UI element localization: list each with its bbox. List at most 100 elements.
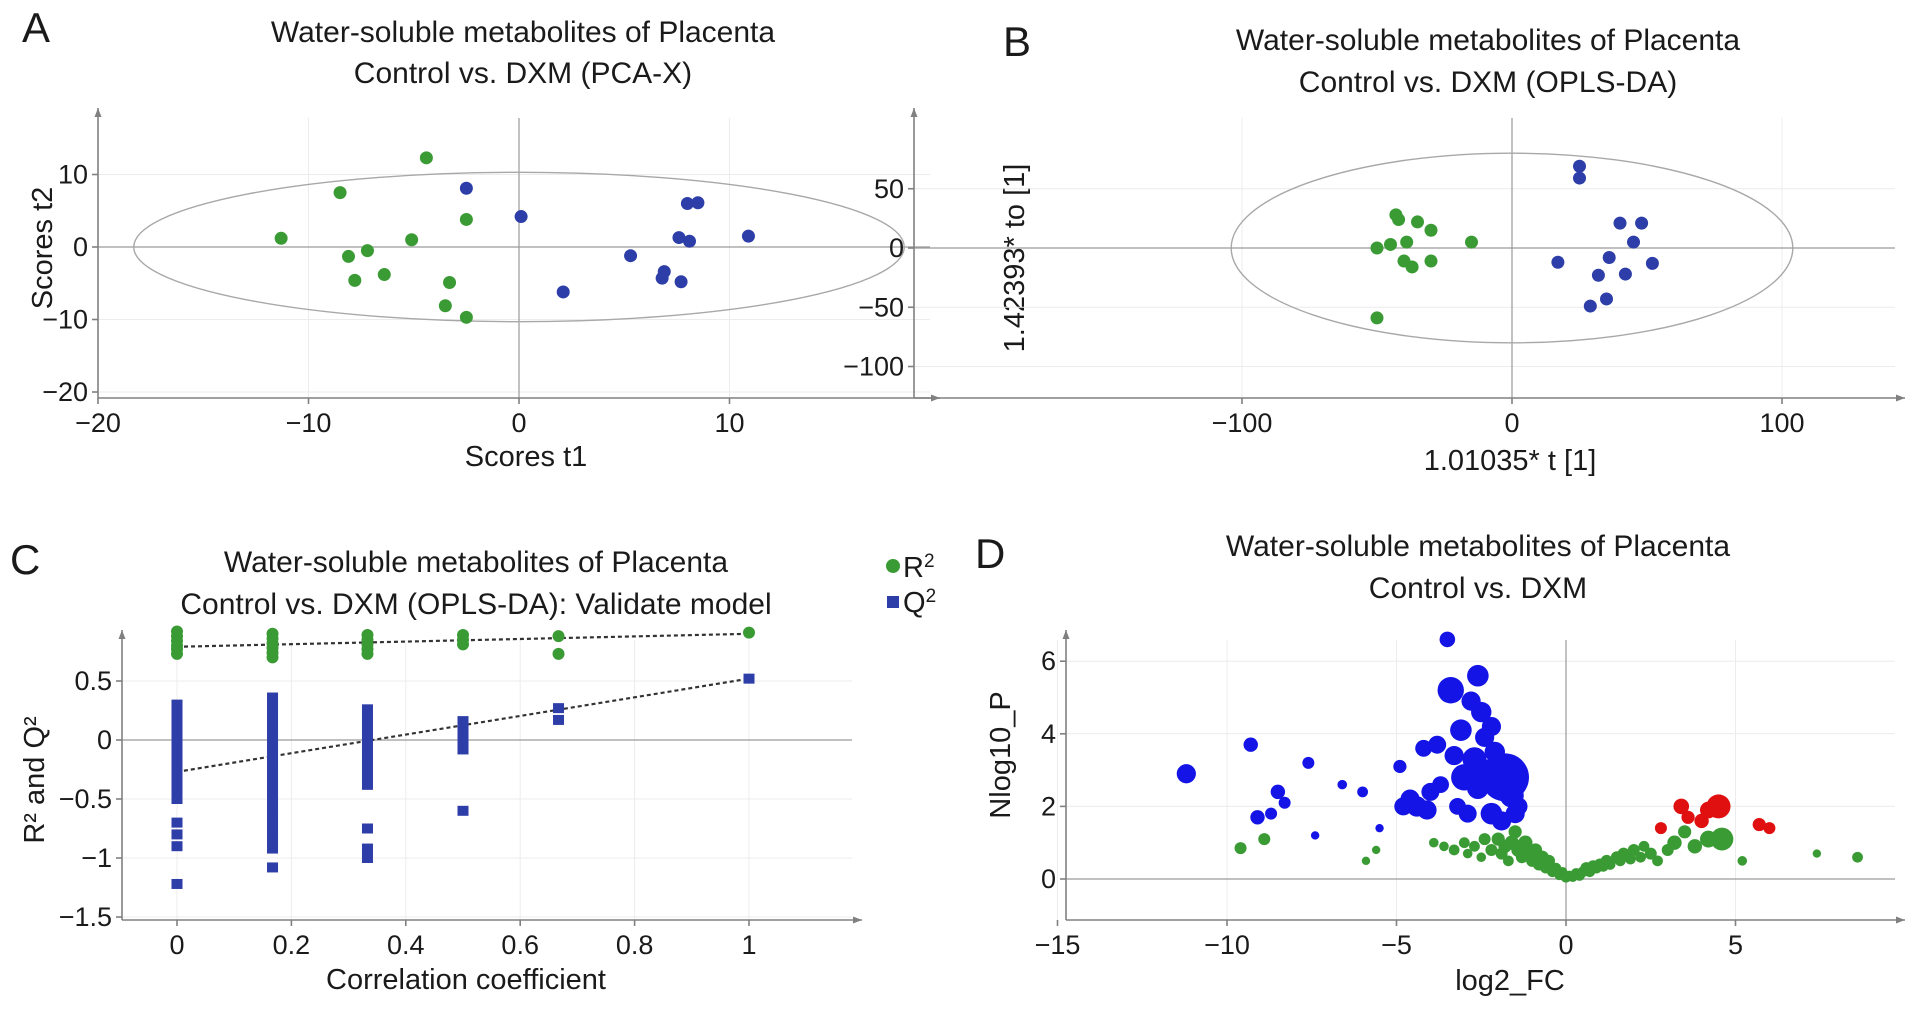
volcano-point-down xyxy=(1302,756,1315,769)
score-point-control xyxy=(459,212,473,226)
volcano-point-down xyxy=(1444,745,1464,766)
q2-point xyxy=(267,834,279,845)
score-point-control xyxy=(1370,241,1384,255)
score-point-dxm xyxy=(1627,235,1640,249)
volcano-point-ns xyxy=(1687,839,1703,854)
volcano-point-ns xyxy=(1635,851,1646,863)
score-point-control xyxy=(348,273,362,287)
q2-point xyxy=(267,711,279,722)
volcano-point-ns xyxy=(1234,842,1247,855)
score-point-control xyxy=(1424,254,1438,268)
score-point-dxm xyxy=(459,181,473,195)
volcano-point-down xyxy=(1481,716,1502,737)
volcano-point-down xyxy=(1357,786,1368,798)
score-point-control xyxy=(443,276,457,290)
score-point-dxm xyxy=(680,197,694,210)
y-tick-label: 0 xyxy=(97,725,112,755)
volcano-point-down xyxy=(1471,701,1492,723)
q2-point xyxy=(171,775,183,786)
y-tick-label: −1 xyxy=(81,843,112,873)
score-point-dxm xyxy=(514,210,528,224)
volcano-point-down xyxy=(1265,807,1278,820)
q2-point xyxy=(267,824,279,835)
legend-q2-label: Q2​ xyxy=(903,586,936,619)
volcano-point-ns xyxy=(1710,827,1734,851)
score-point-control xyxy=(1411,215,1424,229)
volcano-point-down xyxy=(1417,800,1437,820)
volcano-point-ns xyxy=(1667,835,1682,850)
panel-c-legend: R2​ Q2​ xyxy=(886,551,936,619)
q2-point xyxy=(553,714,565,725)
q2-point xyxy=(171,699,183,710)
volcano-point-down xyxy=(1243,737,1258,752)
panel-c-letter: C xyxy=(10,536,40,583)
score-point-control xyxy=(459,310,473,324)
q2-point xyxy=(171,737,183,748)
score-point-dxm xyxy=(1618,267,1632,281)
legend-r2-marker xyxy=(886,559,900,573)
y-tick-label: 0 xyxy=(73,232,88,262)
x-tick-label: 1 xyxy=(741,930,756,960)
q2-point xyxy=(171,794,183,804)
volcano-point-up xyxy=(1763,822,1776,835)
volcano-point-down xyxy=(1337,779,1348,790)
panel-a-title-line2: Control vs. DXM (PCA-X) xyxy=(354,57,692,90)
panel-c-y-axis-label: R² and Q² xyxy=(19,716,51,844)
score-point-dxm xyxy=(1635,216,1649,230)
score-point-dxm xyxy=(1613,216,1627,230)
score-point-dxm xyxy=(655,271,669,285)
r2-point xyxy=(171,647,183,660)
panel-c-title-line1: Water-soluble metabolites of Placenta xyxy=(224,546,728,579)
x-tick-label: 10 xyxy=(714,408,744,438)
score-point-control xyxy=(438,299,452,313)
q2-point xyxy=(171,709,183,720)
q2-point xyxy=(171,784,183,795)
q2-point xyxy=(361,853,373,863)
q2-point xyxy=(267,786,279,797)
volcano-point-ns xyxy=(1469,840,1480,852)
panel-b-title-line2: Control vs. DXM (OPLS-DA) xyxy=(1299,66,1677,99)
q2-point xyxy=(361,823,373,834)
panel-c-title-line2: Control vs. DXM (OPLS-DA): Validate mode… xyxy=(180,588,771,621)
volcano-point-up xyxy=(1654,822,1667,835)
q2-point xyxy=(267,843,279,854)
score-point-dxm xyxy=(1645,256,1659,270)
x-tick-label: 0.8 xyxy=(616,930,654,960)
x-tick-label: 0 xyxy=(511,408,526,438)
q2-point xyxy=(171,829,183,840)
score-point-control xyxy=(333,186,347,200)
volcano-point-ns xyxy=(1476,852,1487,863)
score-point-control xyxy=(1370,311,1384,325)
volcano-point-ns xyxy=(1638,840,1650,852)
y-axis-arrow xyxy=(118,630,126,639)
score-point-dxm xyxy=(683,234,697,248)
q2-point xyxy=(267,692,279,703)
legend-r2-label: R2​ xyxy=(903,551,935,584)
score-point-control xyxy=(360,244,374,258)
q2-point xyxy=(361,742,373,753)
r2-point xyxy=(457,638,469,651)
volcano-point-down xyxy=(1176,764,1196,784)
panel-c-permutation-plot: C Water-soluble metabolites of Placenta … xyxy=(10,536,936,996)
q2-point xyxy=(171,841,183,852)
x-tick-label: −100 xyxy=(1212,408,1273,438)
y-tick-label: 0 xyxy=(889,233,904,263)
panel-b-x-axis-label: 1.01035* t [1] xyxy=(1424,445,1597,477)
volcano-point-ns xyxy=(1852,851,1863,863)
q2-point xyxy=(361,843,373,854)
volcano-point-down xyxy=(1270,784,1286,800)
q2-point xyxy=(361,760,373,771)
r2-point xyxy=(552,647,565,660)
x-tick-label: 0 xyxy=(169,930,184,960)
y-axis-arrow xyxy=(910,108,918,117)
q2-point xyxy=(361,732,373,743)
legend-q2-marker xyxy=(887,596,899,608)
score-point-control xyxy=(1405,260,1419,274)
x-tick-label: −10 xyxy=(286,408,332,438)
y-tick-label: −20 xyxy=(42,377,88,407)
y-tick-label: 4 xyxy=(1041,719,1056,749)
q2-point xyxy=(171,817,183,828)
volcano-point-down xyxy=(1432,776,1449,794)
score-point-dxm xyxy=(674,275,688,289)
panel-a-letter: A xyxy=(22,4,50,51)
